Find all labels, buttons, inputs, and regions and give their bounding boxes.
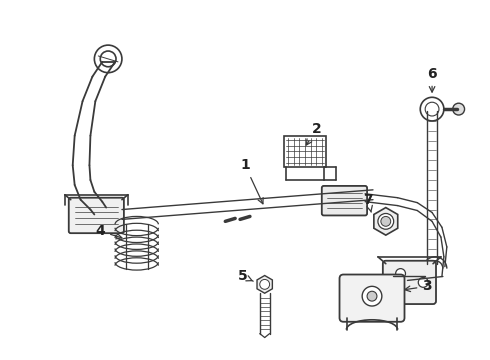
FancyBboxPatch shape — [322, 186, 367, 215]
Circle shape — [381, 216, 391, 226]
Text: 2: 2 — [306, 122, 322, 145]
Text: 7: 7 — [363, 193, 373, 212]
Circle shape — [362, 286, 382, 306]
FancyBboxPatch shape — [340, 275, 405, 322]
FancyBboxPatch shape — [383, 261, 436, 304]
Circle shape — [418, 278, 428, 287]
Text: 5: 5 — [238, 270, 253, 283]
FancyBboxPatch shape — [69, 198, 124, 233]
Circle shape — [420, 97, 444, 121]
Text: 3: 3 — [405, 279, 432, 293]
Circle shape — [453, 103, 465, 115]
Text: 6: 6 — [427, 67, 437, 92]
FancyBboxPatch shape — [284, 136, 326, 167]
Text: 1: 1 — [240, 158, 263, 204]
Circle shape — [425, 102, 439, 116]
Circle shape — [367, 291, 377, 301]
Text: 4: 4 — [96, 224, 122, 239]
Circle shape — [100, 51, 116, 67]
Circle shape — [260, 279, 270, 289]
Circle shape — [378, 213, 393, 229]
Circle shape — [395, 269, 406, 278]
